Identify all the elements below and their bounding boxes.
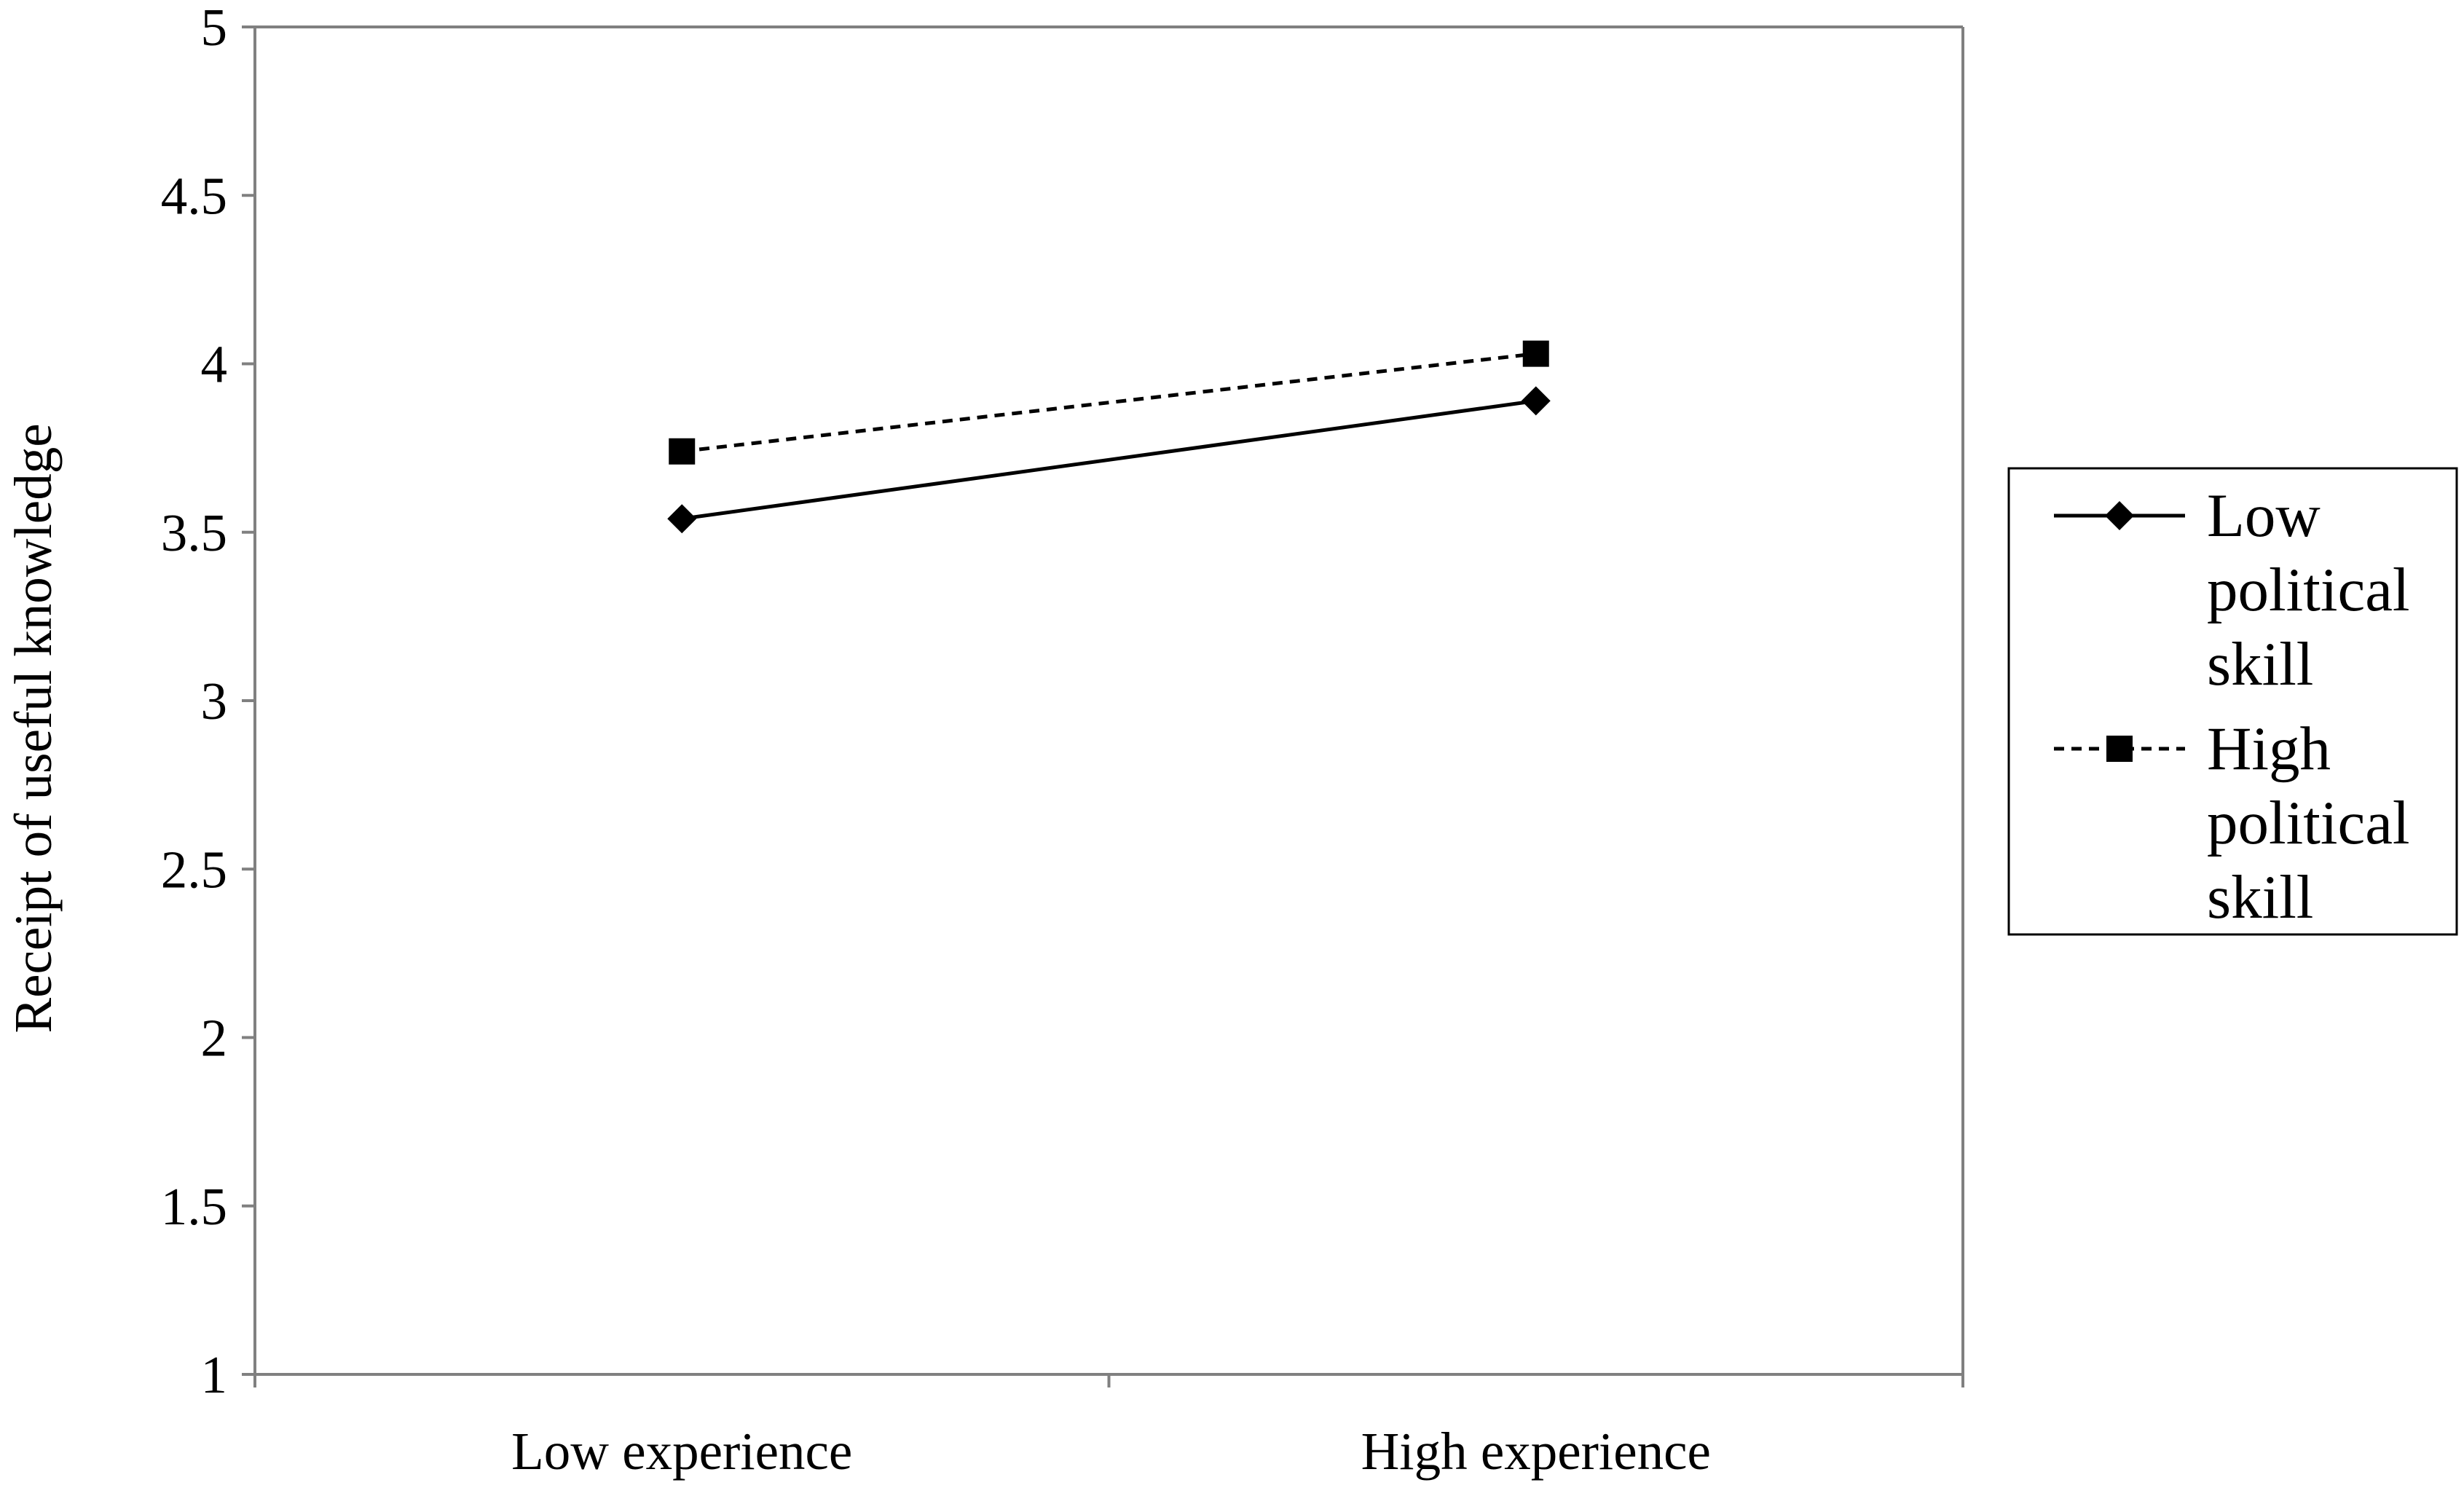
legend-label-line: skill — [2207, 630, 2313, 698]
y-tick-label: 3 — [201, 672, 228, 731]
y-tick-label: 1.5 — [161, 1177, 227, 1236]
legend-label-line: political — [2207, 789, 2410, 857]
y-tick-label: 4 — [201, 335, 228, 394]
y-tick-label: 3.5 — [161, 503, 227, 562]
legend-box — [2007, 467, 2458, 936]
legend-label-line: High — [2207, 715, 2331, 783]
legend-square-marker — [2106, 736, 2133, 762]
y-tick-label: 2 — [201, 1009, 228, 1068]
x-tick-label: Low experience — [511, 1422, 852, 1481]
series-1 — [667, 386, 1551, 534]
square-marker — [1522, 340, 1549, 367]
y-tick-label: 1 — [201, 1345, 228, 1404]
y-tick-label: 2.5 — [161, 840, 227, 899]
series-2 — [669, 340, 1549, 465]
series-line — [681, 352, 1537, 454]
y-tick-label: 4.5 — [161, 166, 227, 225]
y-tick-label: 5 — [201, 0, 228, 57]
diamond-marker — [667, 504, 697, 534]
x-tick-label: High experience — [1361, 1422, 1711, 1481]
legend-label-line: political — [2207, 556, 2410, 624]
legend-diamond-marker — [2105, 501, 2134, 530]
y-axis-title: Receipt of useful knowledge — [4, 423, 63, 1033]
y-axis: 1 1.5 2 2.5 3 3.5 4 4.5 5 — [161, 0, 255, 1404]
square-marker — [669, 438, 696, 465]
series-line — [681, 398, 1537, 521]
legend-label-line: skill — [2207, 863, 2313, 932]
diamond-marker — [1521, 386, 1551, 416]
legend-label-line: Low — [2207, 481, 2321, 550]
series-layer — [667, 340, 1551, 534]
x-axis: Low experience High experience — [253, 1374, 1964, 1481]
